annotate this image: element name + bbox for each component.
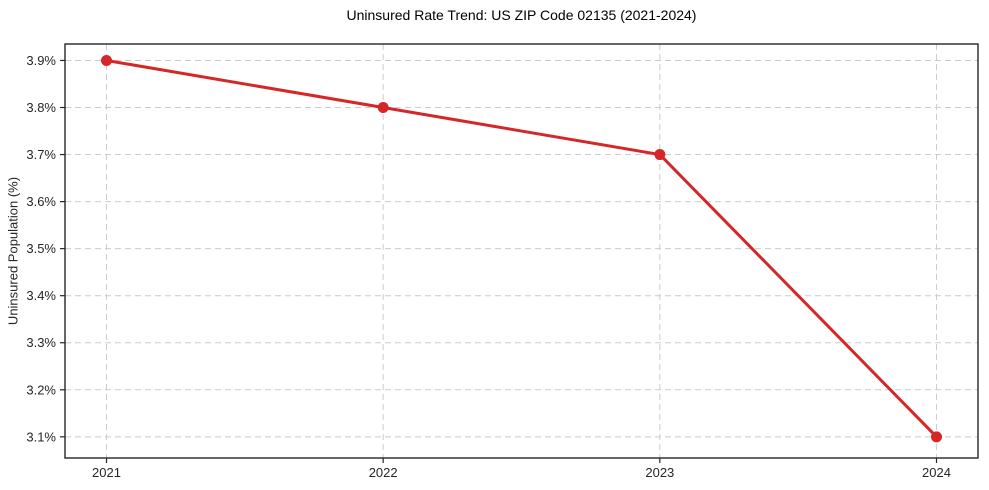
data-point-marker [101,54,112,66]
y-tick-label: 3.8% [26,100,56,115]
plot-frame [64,43,979,459]
chart-title: Uninsured Rate Trend: US ZIP Code 02135 … [346,7,697,23]
data-point-marker [654,149,666,161]
y-tick-label: 3.2% [26,382,56,397]
x-tick-label: 2022 [369,465,398,480]
y-tick-label: 3.5% [26,241,56,256]
y-tick-label: 3.1% [26,429,56,444]
x-tick-label: 2021 [92,465,121,480]
y-tick-label: 3.7% [26,147,56,162]
line-series [101,54,942,443]
y-tick-label: 3.6% [26,194,56,209]
x-tick-label: 2023 [645,465,674,480]
axis-layer: 2021 2022 2023 2024 3.1% 3.2% 3.3% 3.4% 3.5% 3.6%… [26,43,979,480]
y-axis-title: Uninsured Population (%) [5,176,21,326]
y-tick-label: 3.9% [26,53,56,68]
trend-line [105,58,938,439]
grid-layer [65,44,978,458]
x-tick-label: 2024 [922,465,951,480]
y-tick-label: 3.3% [26,335,56,350]
y-tick-label: 3.4% [26,288,56,303]
data-point-marker [377,102,389,114]
data-point-marker [931,431,942,443]
